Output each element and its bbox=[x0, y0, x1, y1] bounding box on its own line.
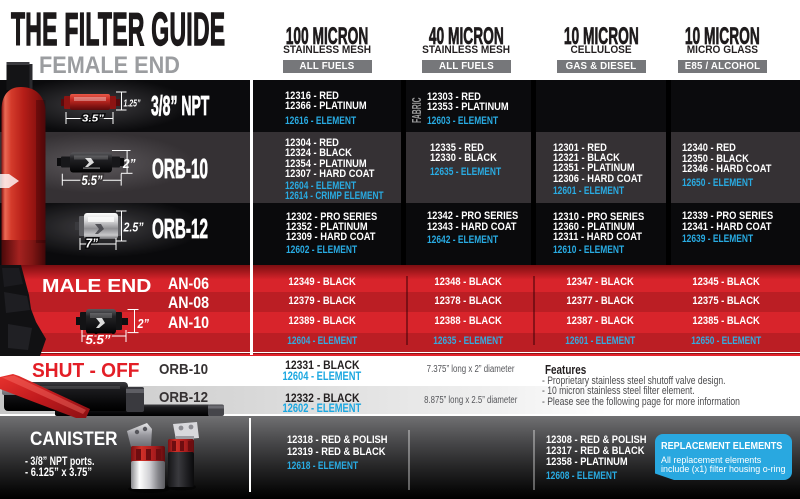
svg-text:5.5”: 5.5” bbox=[86, 332, 112, 347]
svg-text:1.25”: 1.25” bbox=[124, 98, 141, 110]
svg-text:2”: 2” bbox=[122, 156, 136, 171]
svg-text:3.5”: 3.5” bbox=[82, 113, 105, 125]
svg-text:5.5”: 5.5” bbox=[82, 173, 103, 188]
svg-text:2”: 2” bbox=[137, 316, 150, 331]
svg-text:2.5”: 2.5” bbox=[123, 221, 144, 235]
svg-text:7”: 7” bbox=[86, 237, 99, 251]
